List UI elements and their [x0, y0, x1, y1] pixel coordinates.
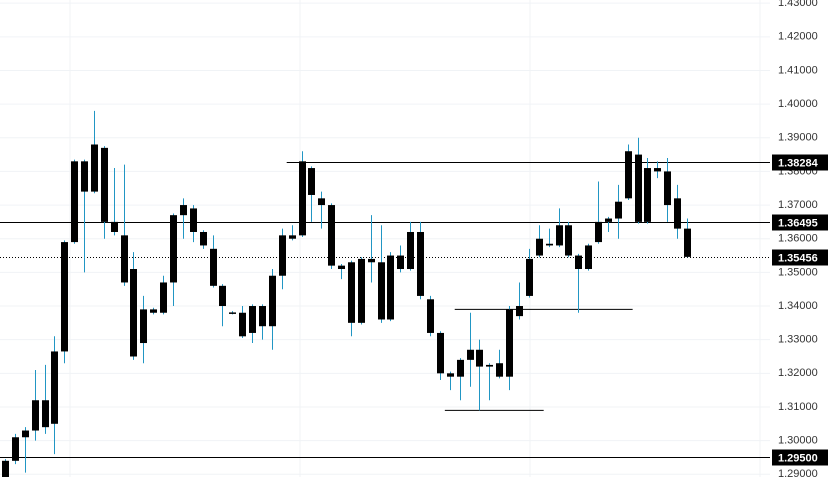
candle-body [536, 238, 543, 256]
candle-body [140, 309, 147, 344]
candle-body [269, 275, 276, 327]
candle-body [61, 242, 68, 352]
candle-body [654, 168, 661, 172]
candle-body [684, 228, 691, 257]
candle-body [180, 205, 187, 216]
candle-body [565, 225, 572, 256]
level-label: 1.35456 [778, 252, 818, 264]
y-tick-label: 1.34000 [778, 300, 818, 312]
candle-body [210, 248, 217, 286]
candle-body [328, 205, 335, 266]
candle-body [308, 168, 315, 195]
candle-body [437, 332, 444, 374]
candle-body [289, 235, 296, 239]
candle-body [556, 225, 563, 246]
level-label-box [772, 154, 828, 171]
y-tick-label: 1.35000 [778, 266, 818, 278]
candle-body [615, 201, 622, 219]
y-tick-label: 1.40000 [778, 98, 818, 110]
candle-body [81, 161, 88, 192]
candle-body [516, 306, 523, 317]
candle-body [595, 221, 602, 243]
candle-body [279, 235, 286, 276]
candle-body [585, 245, 592, 270]
candle-body [259, 306, 266, 327]
y-tick-label: 1.41000 [778, 64, 818, 76]
y-tick-label: 1.32000 [778, 367, 818, 379]
candle-body [91, 144, 98, 192]
y-tick-label: 1.29000 [778, 468, 818, 477]
candle-body [150, 309, 157, 313]
candle-body [387, 255, 394, 320]
candle-body [378, 262, 385, 320]
candle-body [190, 208, 197, 232]
candle-body [575, 255, 582, 270]
candle-body [476, 349, 483, 367]
candle-body [635, 154, 642, 222]
y-tick-label: 1.43000 [778, 0, 818, 9]
candle-body [407, 231, 414, 270]
candle-body [664, 171, 671, 206]
candle-body [526, 258, 533, 296]
candle-body [111, 221, 118, 232]
candle-body [358, 258, 365, 323]
candle-body [486, 364, 493, 367]
candle-body [249, 306, 256, 333]
candle-body [338, 265, 345, 270]
candle-body [101, 147, 108, 222]
candle-body [427, 299, 434, 333]
candle-body [299, 161, 306, 236]
candle-body [644, 168, 651, 222]
candle-body [546, 243, 553, 246]
level-label-box [772, 449, 828, 466]
candle-body [496, 363, 503, 377]
candle-body [51, 351, 58, 424]
candle-body [397, 255, 404, 270]
candle-body [12, 437, 19, 461]
level-label-box [772, 249, 828, 266]
y-tick-label: 1.39000 [778, 132, 818, 144]
candle-body [348, 262, 355, 323]
y-tick-label: 1.33000 [778, 334, 818, 346]
candle-body [229, 312, 236, 314]
candle-body [71, 161, 78, 243]
y-tick-label: 1.36000 [778, 233, 818, 245]
candle-body [121, 235, 128, 283]
candle-body [22, 430, 29, 438]
candle-body [467, 349, 474, 360]
candle-body [506, 309, 513, 377]
candle-body [170, 215, 177, 283]
y-tick-label: 1.31000 [778, 401, 818, 413]
candle-body [605, 218, 612, 222]
candle-body [42, 400, 49, 428]
candle-body [200, 231, 207, 246]
candle-body [457, 359, 464, 377]
candle-body [239, 312, 246, 337]
candle-body [368, 258, 375, 263]
level-label-box [772, 214, 828, 231]
y-tick-label: 1.37000 [778, 199, 818, 211]
candle-body [130, 269, 137, 357]
level-label: 1.29500 [778, 452, 818, 464]
candle-body [674, 198, 681, 229]
level-label: 1.38284 [778, 157, 819, 169]
candle-body [417, 231, 424, 296]
candle-body [32, 400, 39, 431]
candle-body [447, 373, 454, 377]
candle-body [2, 460, 9, 477]
candle-body [625, 151, 632, 199]
candle-body [318, 198, 325, 206]
candle-body [219, 285, 226, 307]
y-tick-label: 1.42000 [778, 31, 818, 43]
level-label: 1.36495 [778, 217, 818, 229]
y-tick-label: 1.30000 [778, 435, 818, 447]
candle-body [160, 282, 167, 313]
